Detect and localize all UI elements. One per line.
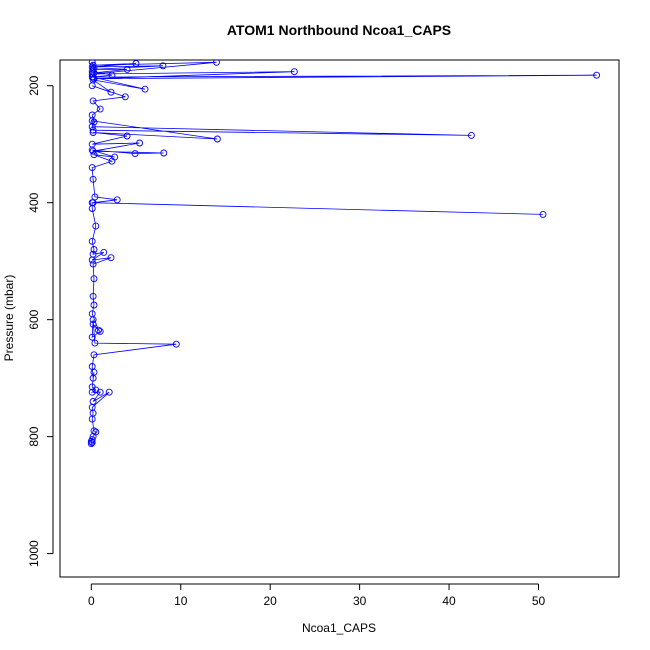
data-point [89,316,97,324]
data-point [160,149,168,157]
data-point [90,368,98,376]
x-tick-label: 10 [174,594,188,608]
data-point [89,129,97,136]
data-point [89,292,97,300]
data-point [92,222,100,230]
y-axis: 200 400 600 800 1000 [27,75,54,567]
data-point [88,388,96,396]
data-point [96,327,104,335]
data-point [89,126,97,134]
data-point [88,205,96,212]
y-tick-label: 200 [27,75,41,95]
data-point [90,275,98,283]
data-point [95,326,102,334]
data-point [107,254,115,262]
data-point [467,131,475,139]
data-point [107,88,115,96]
y-tick-label: 800 [27,426,41,446]
data-point [88,237,96,245]
data-point [105,388,113,396]
data-point [108,157,116,165]
data-point [90,118,98,126]
data-point [88,415,96,423]
data-point [290,68,298,76]
data-point [96,388,104,396]
data-point [539,210,547,218]
data-point [213,60,220,66]
data-point [89,320,97,328]
x-axis-label: Ncoa1_CAPS [302,621,376,635]
data-point [213,135,221,143]
data-point [89,260,97,268]
data-point [90,351,98,359]
data-point [91,339,99,347]
series-line [90,61,597,444]
data-point [88,82,96,90]
data-point [172,340,180,348]
data-point [90,151,98,159]
y-axis-label: Pressure (mbar) [2,275,16,362]
y-tick-label: 1000 [27,540,41,567]
data-point [88,73,96,81]
y-tick-label: 600 [27,309,41,329]
x-axis: 0 10 20 30 40 50 [88,583,546,608]
data-point [90,301,98,309]
data-point [141,85,149,93]
data-point [131,150,139,158]
data-point [108,71,116,79]
data-point [121,93,129,101]
data-point [90,69,98,77]
data-point [88,333,96,341]
data-point [89,65,97,73]
data-point [89,97,97,105]
chart-title: ATOM1 Northbound Ncoa1_CAPS [227,22,451,38]
data-point [136,139,144,147]
data-point [159,62,167,70]
data-point [123,65,131,73]
data-point [88,117,96,125]
x-tick-label: 0 [88,594,95,608]
data-point [90,246,98,253]
data-point [87,437,95,445]
x-tick-label: 50 [532,594,546,608]
data-point [100,248,108,256]
y-tick-label: 400 [27,192,41,212]
data-point [89,147,97,155]
x-tick-label: 30 [353,594,367,608]
data-point [87,440,95,448]
data-point [88,256,96,264]
x-tick-label: 40 [442,594,456,608]
plot-frame [59,59,620,578]
series-layer [87,60,601,448]
data-point [88,164,96,172]
data-point [132,60,140,67]
data-point [88,146,96,154]
x-tick-label: 20 [264,594,278,608]
data-point [89,175,97,183]
data-point [123,132,131,140]
data-point [96,105,104,113]
data-point [88,439,96,446]
data-point [113,196,121,204]
data-point [593,71,601,79]
